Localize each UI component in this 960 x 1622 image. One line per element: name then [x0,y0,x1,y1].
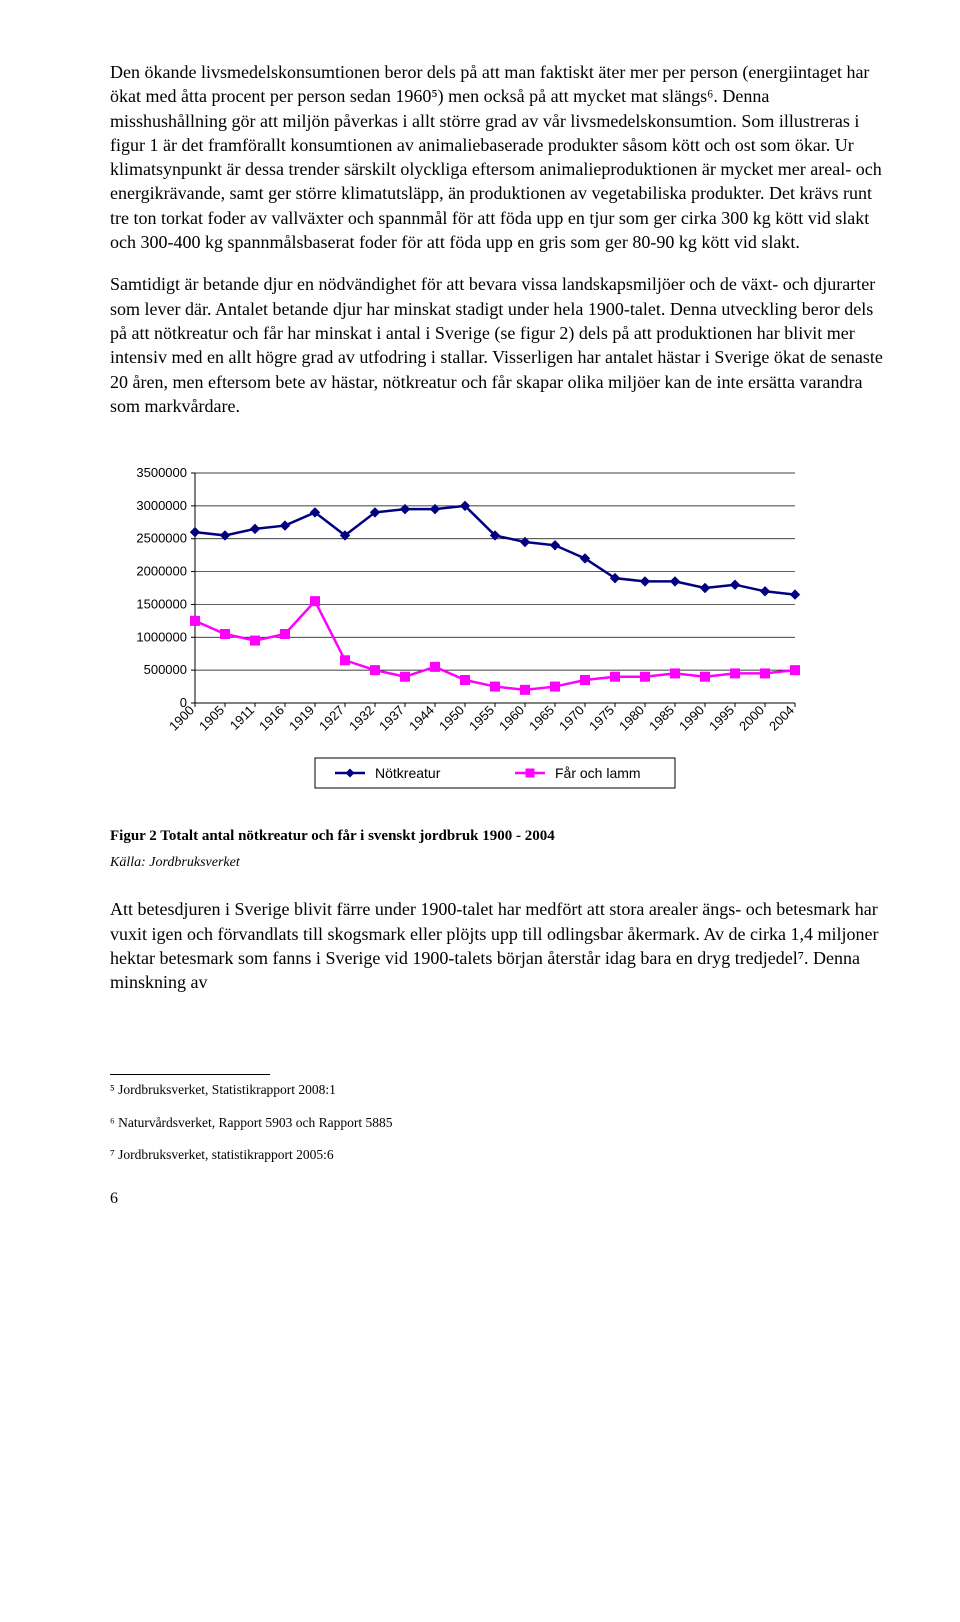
paragraph-3: Att betesdjuren i Sverige blivit färre u… [110,897,890,994]
svg-text:3500000: 3500000 [136,465,187,480]
svg-text:2000000: 2000000 [136,564,187,579]
svg-text:Nötkreatur: Nötkreatur [375,765,441,781]
paragraph-2: Samtidigt är betande djur en nödvändighe… [110,272,890,418]
footnote-7: ⁷ Jordbruksverket, statistikrapport 2005… [110,1146,890,1164]
paragraph-1: Den ökande livsmedelskonsumtionen beror … [110,60,890,254]
svg-text:1500000: 1500000 [136,597,187,612]
line-chart: 0500000100000015000002000000250000030000… [110,458,890,798]
svg-text:Får och lamm: Får och lamm [555,765,641,781]
footnote-6: ⁶ Naturvårdsverket, Rapport 5903 och Rap… [110,1114,890,1132]
chart-svg: 0500000100000015000002000000250000030000… [110,458,810,798]
page-number: 6 [110,1188,890,1210]
svg-text:3000000: 3000000 [136,498,187,513]
svg-text:2500000: 2500000 [136,531,187,546]
svg-text:500000: 500000 [144,662,187,677]
figure-caption: Figur 2 Totalt antal nötkreatur och får … [110,826,890,846]
footnote-5: ⁵ Jordbruksverket, Statistikrapport 2008… [110,1081,890,1099]
figure-source: Källa: Jordbruksverket [110,854,890,873]
svg-text:1000000: 1000000 [136,629,187,644]
footnote-separator [110,1074,270,1075]
